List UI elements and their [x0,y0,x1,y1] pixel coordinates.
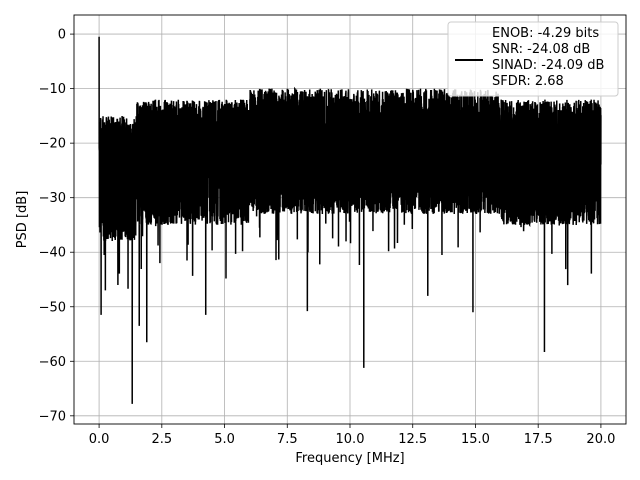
psd-line [98,36,602,404]
psd-trace [98,36,602,404]
y-tick-label: −50 [39,300,66,315]
legend-enob: ENOB: -4.29 bits [492,26,599,41]
legend-sfdr: SFDR: 2.68 [492,74,564,89]
x-tick-label: 5.0 [214,432,235,447]
y-tick-label: −60 [39,355,66,370]
x-tick-label: 7.5 [277,432,298,447]
y-tick-label: −30 [39,191,66,206]
y-tick-label: −70 [39,409,66,424]
x-tick-label: 20.0 [586,432,615,447]
y-tick-label: 0 [58,28,66,43]
y-tick-label: −40 [39,246,66,261]
x-tick-label: 12.5 [398,432,427,447]
x-tick-label: 17.5 [524,432,553,447]
y-axis-label: PSD [dB] [15,191,30,249]
legend: ENOB: -4.29 bits SNR: -24.08 dB SINAD: -… [447,21,619,97]
x-tick-label: 10.0 [336,432,365,447]
legend-snr: SNR: -24.08 dB [492,42,590,57]
x-axis-label: Frequency [MHz] [295,451,404,466]
x-axis-ticks: 0.0 2.5 5.0 7.5 10.0 12.5 15.0 17.5 20.0 [89,424,615,447]
y-tick-label: −20 [39,137,66,152]
legend-box [447,21,619,97]
x-tick-label: 2.5 [151,432,172,447]
y-axis-ticks: 0 −10 −20 −30 −40 −50 −60 −70 [39,28,74,424]
legend-sinad: SINAD: -24.09 dB [492,58,604,73]
x-tick-label: 15.0 [461,432,490,447]
y-tick-label: −10 [39,82,66,97]
x-tick-label: 0.0 [89,432,110,447]
